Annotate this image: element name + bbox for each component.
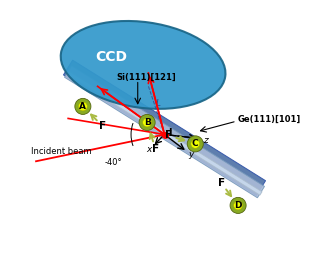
Text: Ge(111)[101]: Ge(111)[101]	[238, 115, 301, 124]
Text: F: F	[165, 130, 172, 140]
Text: L: L	[155, 99, 160, 108]
Polygon shape	[63, 60, 266, 196]
Text: I: I	[168, 128, 172, 138]
Circle shape	[230, 197, 246, 213]
Text: C: C	[192, 139, 199, 148]
Text: x: x	[146, 145, 151, 154]
Circle shape	[139, 114, 155, 130]
Circle shape	[234, 201, 242, 210]
Text: F: F	[99, 121, 106, 131]
Text: F: F	[218, 178, 225, 188]
Circle shape	[191, 139, 200, 148]
Ellipse shape	[61, 21, 225, 109]
Polygon shape	[64, 66, 265, 198]
Circle shape	[78, 102, 87, 111]
Text: -40°: -40°	[105, 158, 122, 167]
Circle shape	[187, 136, 203, 152]
Polygon shape	[67, 71, 262, 195]
Text: CCD: CCD	[95, 50, 127, 64]
Text: D: D	[234, 201, 242, 210]
Text: y: y	[189, 150, 194, 159]
Circle shape	[75, 98, 91, 114]
Text: F: F	[152, 144, 159, 154]
Text: z: z	[203, 136, 208, 145]
Text: Incident beam: Incident beam	[31, 147, 91, 156]
Circle shape	[143, 118, 152, 127]
Text: A: A	[79, 102, 87, 111]
Text: Si(111)[121]: Si(111)[121]	[116, 72, 176, 82]
Text: B: B	[144, 118, 151, 127]
